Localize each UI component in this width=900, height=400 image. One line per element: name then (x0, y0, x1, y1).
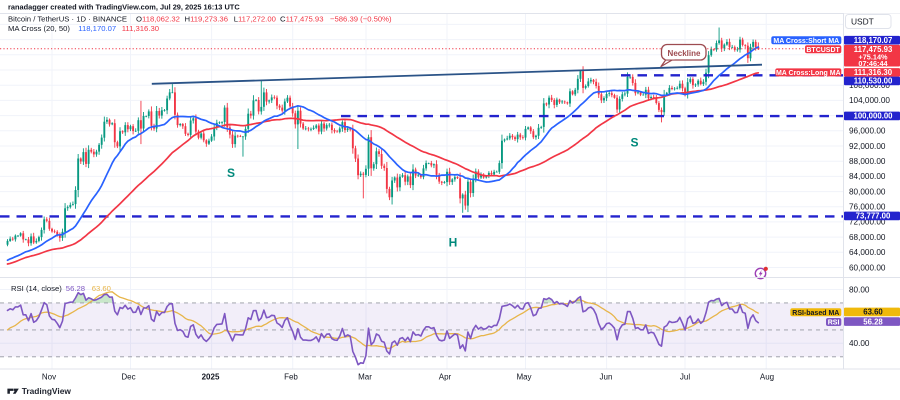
svg-text:Feb: Feb (284, 373, 298, 382)
svg-text:60,000.00: 60,000.00 (849, 263, 886, 272)
svg-text:Jun: Jun (600, 373, 613, 382)
svg-text:110,530.00: 110,530.00 (854, 77, 893, 86)
svg-text:117,475.93: 117,475.93 (854, 45, 893, 54)
svg-text:73,777.00: 73,777.00 (856, 212, 891, 221)
svg-text:+75.14%: +75.14% (858, 52, 888, 61)
svg-text:92,000.00: 92,000.00 (849, 142, 886, 151)
svg-text:63.60: 63.60 (863, 308, 883, 317)
svg-text:40.00: 40.00 (849, 339, 870, 348)
svg-text:68,000.00: 68,000.00 (849, 233, 886, 242)
svg-text:Neckline: Neckline (668, 49, 701, 58)
svg-text:RSI: RSI (828, 320, 840, 327)
svg-text:Jul: Jul (680, 373, 690, 382)
svg-text:76,000.00: 76,000.00 (849, 203, 886, 212)
svg-text:H: H (449, 236, 458, 250)
svg-text:56.28: 56.28 (863, 317, 883, 326)
svg-text:O118,062.32: O118,062.32 (136, 14, 180, 23)
svg-text:Nov: Nov (42, 373, 56, 382)
svg-text:MA Cross:Short MA: MA Cross:Short MA (773, 38, 839, 45)
svg-text:80.00: 80.00 (849, 285, 870, 294)
svg-text:Aug: Aug (760, 373, 774, 382)
svg-text:ranadagger created with Tradin: ranadagger created with TradingView.com,… (8, 3, 240, 12)
svg-text:118,170.07: 118,170.07 (854, 36, 893, 45)
svg-text:MA Cross:Long MA: MA Cross:Long MA (776, 70, 841, 77)
svg-text:111,316.30: 111,316.30 (854, 68, 893, 77)
svg-text:88,000.00: 88,000.00 (849, 157, 886, 166)
svg-text:RSI (14, close): RSI (14, close) (11, 284, 62, 293)
svg-text:RSI-based MA: RSI-based MA (792, 310, 839, 317)
svg-text:118,170.07: 118,170.07 (78, 24, 116, 33)
svg-text:56.28: 56.28 (66, 284, 85, 293)
svg-text:104,000.00: 104,000.00 (849, 96, 890, 105)
svg-text:Mar: Mar (358, 373, 372, 382)
svg-text:100,000.00: 100,000.00 (853, 112, 893, 121)
svg-text:63.60: 63.60 (92, 284, 111, 293)
svg-text:Bitcoin / TetherUS · 1D · BINA: Bitcoin / TetherUS · 1D · BINANCE (8, 14, 127, 23)
svg-text:84,000.00: 84,000.00 (849, 172, 886, 181)
svg-text:Apr: Apr (439, 373, 452, 382)
svg-text:2025: 2025 (202, 373, 220, 382)
svg-text:80,000.00: 80,000.00 (849, 187, 886, 196)
svg-text:Dec: Dec (121, 373, 135, 382)
svg-text:USDT: USDT (851, 17, 874, 27)
svg-text:111,316.30: 111,316.30 (122, 24, 159, 33)
svg-text:07:46:44: 07:46:44 (858, 59, 888, 68)
svg-text:96,000.00: 96,000.00 (849, 127, 886, 136)
svg-text:−586.39 (−0.50%): −586.39 (−0.50%) (330, 14, 392, 23)
svg-text:BTCUSDT: BTCUSDT (806, 47, 840, 54)
svg-text:64,000.00: 64,000.00 (849, 248, 886, 257)
svg-text:72,000.00: 72,000.00 (849, 218, 886, 227)
svg-text:L117,272.00: L117,272.00 (234, 14, 276, 23)
svg-text:S: S (227, 166, 235, 180)
svg-text:108,000.00: 108,000.00 (849, 81, 890, 90)
svg-text:H119,273.36: H119,273.36 (185, 14, 228, 23)
svg-text:May: May (516, 373, 531, 382)
svg-text:S: S (630, 136, 638, 150)
svg-text:MA Cross (20, 50): MA Cross (20, 50) (8, 24, 70, 33)
svg-text:TradingView: TradingView (22, 386, 72, 396)
svg-text:C117,475.93: C117,475.93 (280, 14, 323, 23)
